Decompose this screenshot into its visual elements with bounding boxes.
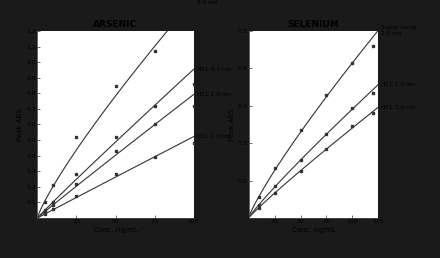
Text: HCL 2.0 nm: HCL 2.0 nm: [381, 104, 415, 110]
Title: ARSENIC: ARSENIC: [93, 20, 138, 29]
Text: HCL 0.5 nm: HCL 0.5 nm: [197, 67, 231, 72]
X-axis label: Conc. ng/mL: Conc. ng/mL: [94, 227, 137, 233]
Text: HCL 2.0 nm: HCL 2.0 nm: [197, 134, 231, 139]
Text: Super Lamp
2.0 nm: Super Lamp 2.0 nm: [381, 25, 417, 36]
Text: Super Lamp
2.0 nm: Super Lamp 2.0 nm: [197, 0, 232, 5]
X-axis label: Conc. ng/mL: Conc. ng/mL: [292, 227, 335, 233]
Text: HCL 1.0 nm: HCL 1.0 nm: [197, 92, 231, 97]
Y-axis label: Peak ABS: Peak ABS: [228, 108, 235, 141]
Text: HCL 1.0 nm: HCL 1.0 nm: [381, 82, 415, 87]
Title: SELENIUM: SELENIUM: [288, 20, 339, 29]
Y-axis label: Peak ABS: Peak ABS: [17, 108, 23, 141]
